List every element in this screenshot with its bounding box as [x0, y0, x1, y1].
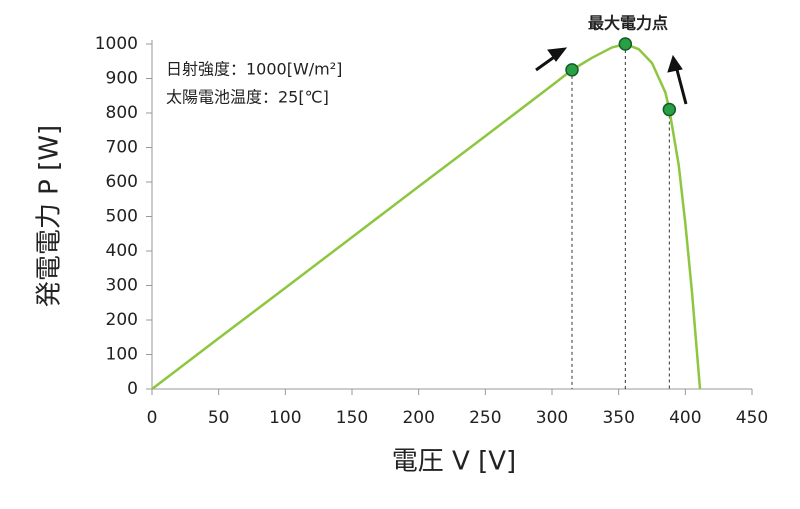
y-tick-label: 300: [106, 276, 138, 296]
y-tick-label: 700: [106, 138, 138, 158]
x-axis-label: 電圧 V [V]: [392, 447, 516, 477]
x-tick-label: 50: [208, 408, 230, 428]
annotation: 太陽電池温度：25[℃]: [166, 88, 329, 107]
x-tick-label: 250: [469, 408, 501, 428]
y-tick-label: 600: [106, 172, 138, 192]
y-axis-label: 発電電力 P [W]: [35, 125, 65, 307]
x-tick-label: 200: [402, 408, 434, 428]
arrow: [674, 65, 688, 105]
x-tick-label: 300: [536, 408, 568, 428]
x-tick-label: 0: [147, 408, 158, 428]
y-tick-label: 900: [106, 69, 138, 89]
annotation: 最大電力点: [588, 14, 668, 33]
y-tick-label: 200: [106, 310, 138, 330]
x-tick-label: 400: [669, 408, 701, 428]
y-tick-label: 400: [106, 241, 138, 261]
point-marker: [565, 63, 579, 77]
arrow-head: [547, 47, 568, 62]
y-tick-label: 1000: [95, 34, 138, 54]
arrow-head: [667, 54, 683, 73]
x-tick-label: 150: [336, 408, 368, 428]
y-tick-label: 0: [127, 379, 138, 399]
point-marker: [662, 102, 677, 117]
x-tick-label: 350: [602, 408, 634, 428]
y-tick-label: 500: [106, 207, 138, 227]
x-tick-label: 100: [269, 408, 301, 428]
y-tick-label: 100: [106, 345, 138, 365]
point-marker: [618, 37, 633, 51]
line-series: [151, 42, 702, 390]
annotation: 日射強度：1000[W/m²]: [166, 60, 342, 79]
x-tick-label: 450: [736, 408, 768, 428]
arrows: [535, 47, 688, 105]
y-tick-label: 800: [106, 103, 138, 123]
